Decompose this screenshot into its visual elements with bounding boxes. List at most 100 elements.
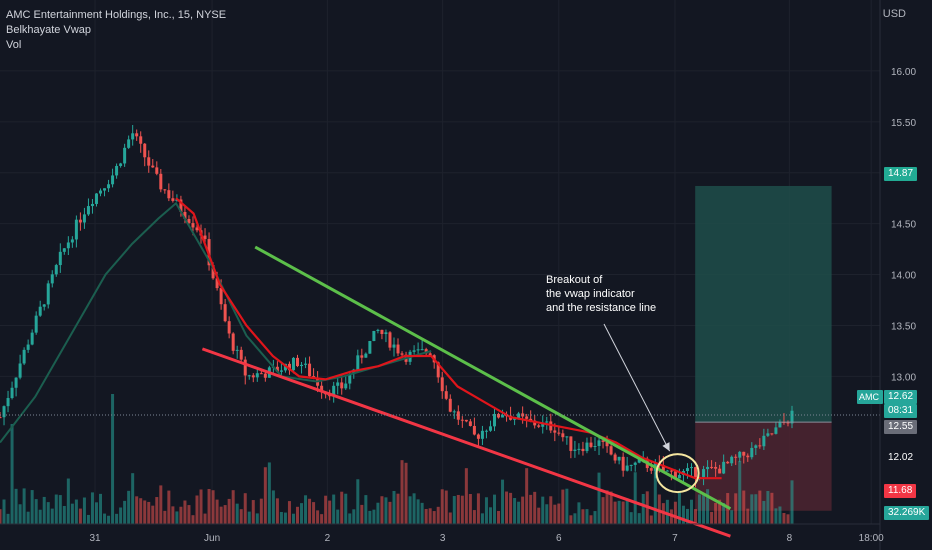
volume-bar bbox=[247, 511, 251, 524]
resistance-trendline[interactable] bbox=[254, 245, 732, 511]
candle-body bbox=[597, 440, 601, 446]
candle-body bbox=[710, 466, 714, 468]
candle-body bbox=[718, 468, 722, 474]
candle-body bbox=[86, 206, 90, 215]
volume-bar bbox=[340, 491, 344, 524]
candle-body bbox=[42, 304, 46, 307]
last-price-badge: 12.62 bbox=[884, 390, 918, 404]
volume-bar bbox=[42, 496, 46, 524]
volume-bar bbox=[187, 505, 191, 524]
candle-body bbox=[296, 357, 300, 367]
candle-body bbox=[211, 265, 215, 279]
candle-body bbox=[589, 442, 593, 447]
volume-bar bbox=[279, 511, 283, 524]
candle-body bbox=[573, 449, 577, 451]
volume-bar bbox=[452, 496, 456, 524]
chart-legend: AMC Entertainment Holdings, Inc., 15, NY… bbox=[6, 8, 226, 53]
candle-body bbox=[215, 278, 219, 289]
candle-body bbox=[340, 382, 344, 389]
volume-bar bbox=[10, 424, 14, 524]
volume-badge: 32.269K bbox=[884, 506, 930, 520]
volume-bar bbox=[553, 504, 557, 524]
candle-body bbox=[762, 435, 766, 447]
volume-bar bbox=[356, 479, 360, 524]
volume-bar bbox=[332, 494, 336, 524]
indicator-label[interactable]: Belkhayate Vwap bbox=[6, 24, 91, 36]
volume-bar bbox=[123, 500, 127, 524]
candle-body bbox=[332, 385, 336, 397]
support-trendline[interactable] bbox=[201, 347, 731, 538]
volume-label[interactable]: Vol bbox=[6, 39, 22, 51]
candle-body bbox=[569, 436, 573, 451]
volume-bar bbox=[593, 511, 597, 524]
breakout-circle[interactable] bbox=[655, 453, 700, 494]
volume-bar bbox=[296, 506, 300, 524]
volume-bar bbox=[525, 468, 529, 524]
volume-bar bbox=[0, 509, 2, 524]
volume-bar bbox=[159, 485, 163, 524]
candle-body bbox=[263, 373, 267, 378]
volume-bar bbox=[718, 499, 722, 524]
candle-body bbox=[320, 385, 324, 392]
volume-bar bbox=[625, 498, 629, 524]
volume-bar bbox=[344, 493, 348, 524]
candle-body bbox=[492, 413, 496, 427]
volume-bar bbox=[66, 478, 70, 524]
volume-bar bbox=[14, 488, 18, 524]
volume-bar bbox=[396, 493, 400, 524]
candle-body bbox=[78, 219, 82, 223]
volume-bar bbox=[207, 488, 211, 524]
volume-bar bbox=[2, 499, 6, 524]
volume-bar bbox=[476, 493, 480, 524]
vwap-line bbox=[175, 197, 722, 480]
candle-body bbox=[392, 344, 396, 348]
candle-body bbox=[786, 422, 790, 424]
breakout-annotation[interactable]: Breakout of the vwap indicator and the r… bbox=[546, 273, 656, 315]
candle-body bbox=[259, 373, 263, 375]
candle-body bbox=[127, 139, 131, 148]
volume-bar bbox=[239, 509, 243, 524]
candle-body bbox=[673, 471, 677, 479]
time-tick-label: 8 bbox=[787, 533, 793, 544]
candle-body bbox=[275, 366, 279, 372]
currency-label[interactable]: USD bbox=[882, 8, 906, 20]
volume-bar bbox=[215, 499, 219, 524]
volume-bar bbox=[577, 502, 581, 524]
candle-body bbox=[726, 461, 730, 464]
candle-body bbox=[123, 147, 127, 164]
candle-body bbox=[107, 184, 111, 189]
volume-bar bbox=[585, 509, 589, 524]
time-axis[interactable]: 31 Jun 2 3 6 7 8 18:00 bbox=[89, 533, 884, 544]
volume-bar bbox=[348, 513, 352, 524]
volume-bar bbox=[195, 495, 199, 524]
candle-body bbox=[730, 456, 734, 464]
volume-bar bbox=[689, 499, 693, 524]
candle-body bbox=[770, 433, 774, 435]
candle-body bbox=[46, 283, 50, 305]
candle-body bbox=[637, 459, 641, 463]
candle-body bbox=[66, 242, 70, 249]
volume-bar bbox=[271, 490, 275, 524]
volume-bar bbox=[235, 503, 239, 524]
candle-body bbox=[396, 344, 400, 354]
volume-bar bbox=[62, 505, 66, 524]
volume-bar bbox=[372, 509, 376, 524]
candle-body bbox=[416, 349, 420, 351]
volume-bar bbox=[702, 495, 706, 524]
volume-bar bbox=[782, 512, 786, 524]
volume-bar bbox=[774, 508, 778, 524]
volume-bar bbox=[30, 490, 34, 524]
candle-body bbox=[565, 436, 569, 438]
volume-bar bbox=[541, 496, 545, 524]
symbol-title[interactable]: AMC Entertainment Holdings, Inc., 15, NY… bbox=[6, 9, 227, 21]
candle-body bbox=[388, 332, 392, 348]
candle-body bbox=[155, 167, 159, 174]
candle-body bbox=[195, 227, 199, 231]
candle-body bbox=[135, 133, 139, 137]
volume-bar bbox=[191, 515, 195, 524]
candle-body bbox=[26, 344, 30, 350]
candle-body bbox=[476, 434, 480, 439]
volume-bar bbox=[336, 509, 340, 524]
volume-bar bbox=[484, 497, 488, 524]
